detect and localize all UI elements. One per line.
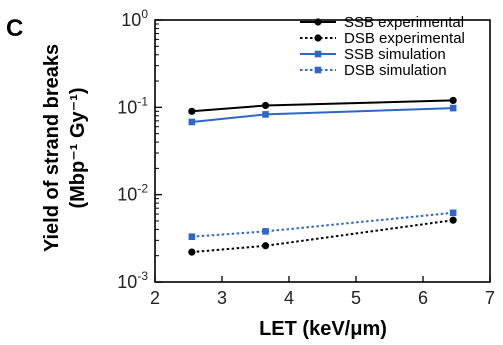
legend-marker	[314, 34, 322, 42]
series-line	[191, 107, 454, 123]
legend-marker	[314, 66, 322, 74]
x-tick-label: 2	[150, 288, 160, 308]
series-line	[191, 219, 454, 254]
y-tick-label: 100	[121, 7, 148, 30]
data-point	[449, 104, 457, 112]
legend-marker	[314, 18, 322, 26]
data-point	[262, 111, 269, 118]
data-point	[449, 96, 457, 105]
y-axis-unit: (Mbp⁻¹ Gy⁻¹)	[67, 87, 89, 208]
series-line	[191, 211, 454, 238]
y-axis-title: Yield of strand breaks	[41, 44, 63, 252]
plot-frame	[154, 19, 491, 283]
y-tick-label: 10-2	[117, 182, 148, 205]
y-tick-label: 10-3	[117, 269, 148, 292]
y-axis: 10-3 10-2 10-1 100	[117, 7, 162, 292]
data-point	[261, 101, 270, 110]
x-tick-label: 4	[284, 288, 294, 308]
plot-area	[154, 19, 491, 283]
data-point	[449, 209, 457, 217]
panel-label: C	[6, 15, 23, 42]
y-tick-label: 10-1	[117, 94, 148, 117]
data-point	[188, 107, 196, 115]
legend-label: SSB experimental	[344, 14, 464, 31]
data-point	[261, 242, 270, 250]
series-layer	[188, 96, 457, 256]
legend-label: DSB simulation	[344, 62, 447, 79]
data-point	[188, 118, 196, 126]
y-axis-title-group: Yield of strand breaks (Mbp⁻¹ Gy⁻¹)	[41, 44, 89, 252]
legend-label: DSB experimental	[344, 30, 465, 47]
x-tick-label: 5	[351, 288, 361, 308]
x-tick-label: 3	[217, 288, 227, 308]
data-point	[188, 248, 196, 256]
x-tick-label: 7	[485, 288, 495, 308]
legend-label: SSB simulation	[344, 46, 446, 63]
x-axis-title: LET (keV/μm)	[259, 318, 387, 340]
x-tick-label: 6	[418, 288, 428, 308]
data-point	[188, 233, 196, 241]
data-point	[449, 216, 457, 224]
legend-marker	[314, 50, 322, 58]
x-axis: 2 3 4 5 6 7	[150, 276, 495, 308]
data-point	[262, 228, 269, 235]
